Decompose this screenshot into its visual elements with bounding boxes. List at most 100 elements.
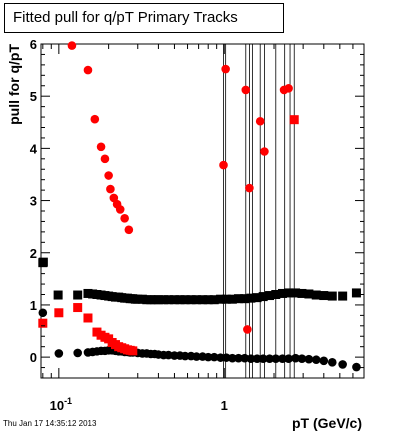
square-marker (163, 295, 173, 305)
x-axis-label: pT (GeV/c) (292, 415, 362, 431)
circle-marker (255, 116, 265, 126)
plot-frame-rect (40, 43, 365, 379)
y-tick-label: 2 (30, 246, 37, 261)
square-marker (203, 295, 213, 305)
square-marker (53, 290, 63, 300)
circle-marker (192, 352, 201, 361)
circle-marker (241, 85, 251, 95)
x-tick-label: 10-1 (50, 396, 72, 413)
square-marker (153, 295, 163, 305)
y-tick-label: 1 (30, 298, 37, 313)
square-marker (73, 290, 83, 300)
circle-marker (258, 354, 268, 363)
circle-marker (246, 354, 256, 363)
circle-marker (54, 349, 64, 358)
square-marker (297, 288, 307, 298)
square-marker (252, 293, 262, 303)
square-marker (338, 291, 348, 301)
circle-marker (338, 360, 347, 369)
square-marker (198, 295, 208, 305)
circle-marker (284, 84, 293, 93)
circle-marker (100, 154, 110, 164)
circle-marker (265, 354, 274, 363)
square-marker (216, 294, 226, 304)
chart-title: Fitted pull for q/pT Primary Tracks (4, 3, 284, 33)
circle-marker (240, 353, 250, 363)
data-points (38, 41, 361, 372)
circle-marker (260, 147, 269, 156)
circle-marker (73, 348, 82, 358)
circle-marker (219, 160, 228, 170)
y-tick-label: 3 (30, 194, 37, 209)
circle-marker (352, 362, 361, 372)
circle-marker (291, 353, 300, 363)
square-marker (311, 290, 321, 300)
square-marker (304, 289, 314, 299)
square-marker (128, 346, 138, 356)
square-marker (289, 115, 299, 125)
axis-tick-labels: 0 1 2 3 4 5 6 10-1 1 (30, 37, 228, 413)
y-tick-label: 4 (30, 141, 38, 156)
square-marker (38, 318, 48, 328)
square-marker (277, 288, 287, 298)
square-marker (258, 292, 268, 302)
square-marker (180, 295, 190, 305)
square-marker (221, 294, 231, 304)
square-marker (351, 288, 361, 298)
square-marker (83, 313, 93, 323)
plot-frame (40, 43, 365, 379)
square-marker (186, 295, 196, 305)
circle-marker (90, 114, 100, 124)
circle-marker (297, 354, 307, 363)
square-marker (319, 291, 329, 301)
square-marker (284, 288, 294, 298)
circle-marker (245, 183, 254, 193)
square-marker (38, 257, 48, 267)
square-marker (271, 290, 281, 299)
square-marker (209, 295, 219, 305)
circle-marker (104, 171, 113, 180)
square-marker (73, 303, 83, 313)
circle-marker (327, 358, 337, 367)
circle-marker (252, 354, 262, 363)
circle-marker (319, 356, 329, 366)
circle-marker (106, 184, 115, 194)
square-marker (234, 294, 244, 304)
y-tick-label: 6 (30, 37, 37, 52)
y-tick-label: 5 (30, 89, 37, 104)
square-marker (192, 295, 202, 305)
vertical-lines (223, 44, 295, 378)
circle-marker (228, 353, 237, 363)
circle-marker (278, 354, 287, 363)
square-marker (240, 294, 250, 304)
y-axis-label: pull for q/pT (6, 44, 22, 125)
circle-marker (304, 354, 314, 364)
square-marker (175, 295, 185, 305)
circle-marker (284, 354, 293, 363)
square-marker (54, 308, 64, 318)
circle-marker (203, 352, 213, 362)
square-marker (327, 291, 337, 301)
square-marker (159, 295, 169, 305)
x-tick-label: 1 (221, 398, 228, 413)
circle-marker (234, 353, 243, 363)
circle-marker (209, 352, 219, 362)
circle-marker (124, 225, 134, 235)
circle-marker (115, 205, 125, 214)
axis-ticks (41, 43, 365, 379)
y-tick-label: 0 (30, 350, 37, 365)
square-marker (169, 295, 179, 305)
square-marker (246, 293, 256, 303)
circle-marker (67, 41, 77, 50)
timestamp: Thu Jan 17 14:35:12 2013 (3, 419, 97, 428)
circle-marker (271, 354, 281, 363)
circle-marker (83, 65, 93, 75)
square-marker (227, 294, 237, 304)
circle-marker (311, 355, 321, 365)
circle-marker (120, 214, 129, 223)
square-marker (83, 288, 93, 298)
circle-marker (243, 325, 252, 334)
circle-marker (221, 64, 230, 74)
square-marker (291, 288, 301, 298)
